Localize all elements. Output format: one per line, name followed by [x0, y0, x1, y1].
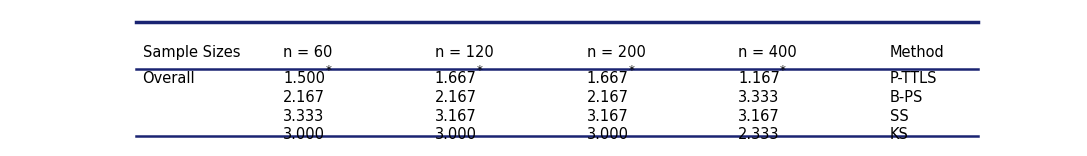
- Text: 2.167: 2.167: [435, 90, 477, 105]
- Text: 3.000: 3.000: [435, 127, 477, 142]
- Text: 2.333: 2.333: [738, 127, 779, 142]
- Text: Method: Method: [890, 45, 945, 60]
- Text: n = 200: n = 200: [587, 45, 646, 60]
- Text: 1.500: 1.500: [284, 71, 325, 86]
- Text: KS: KS: [890, 127, 909, 142]
- Text: *: *: [628, 64, 635, 77]
- Text: P-TTLS: P-TTLS: [890, 71, 937, 86]
- Text: *: *: [780, 64, 786, 77]
- Text: Sample Sizes: Sample Sizes: [142, 45, 240, 60]
- Text: n = 400: n = 400: [738, 45, 797, 60]
- Text: 3.333: 3.333: [284, 109, 325, 124]
- Text: n = 120: n = 120: [435, 45, 493, 60]
- Text: 3.167: 3.167: [738, 109, 780, 124]
- Text: 1.667: 1.667: [587, 71, 628, 86]
- Text: 3.000: 3.000: [587, 127, 628, 142]
- Text: 3.167: 3.167: [435, 109, 477, 124]
- Text: *: *: [477, 64, 483, 77]
- Text: 3.333: 3.333: [738, 90, 779, 105]
- Text: n = 60: n = 60: [284, 45, 333, 60]
- Text: B-PS: B-PS: [890, 90, 923, 105]
- Text: *: *: [325, 64, 332, 77]
- Text: 1.167: 1.167: [738, 71, 780, 86]
- Text: 2.167: 2.167: [284, 90, 325, 105]
- Text: SS: SS: [890, 109, 909, 124]
- Text: 2.167: 2.167: [587, 90, 628, 105]
- Text: 3.000: 3.000: [284, 127, 325, 142]
- Text: Overall: Overall: [142, 71, 196, 86]
- Text: 1.667: 1.667: [435, 71, 477, 86]
- Text: 3.167: 3.167: [587, 109, 628, 124]
